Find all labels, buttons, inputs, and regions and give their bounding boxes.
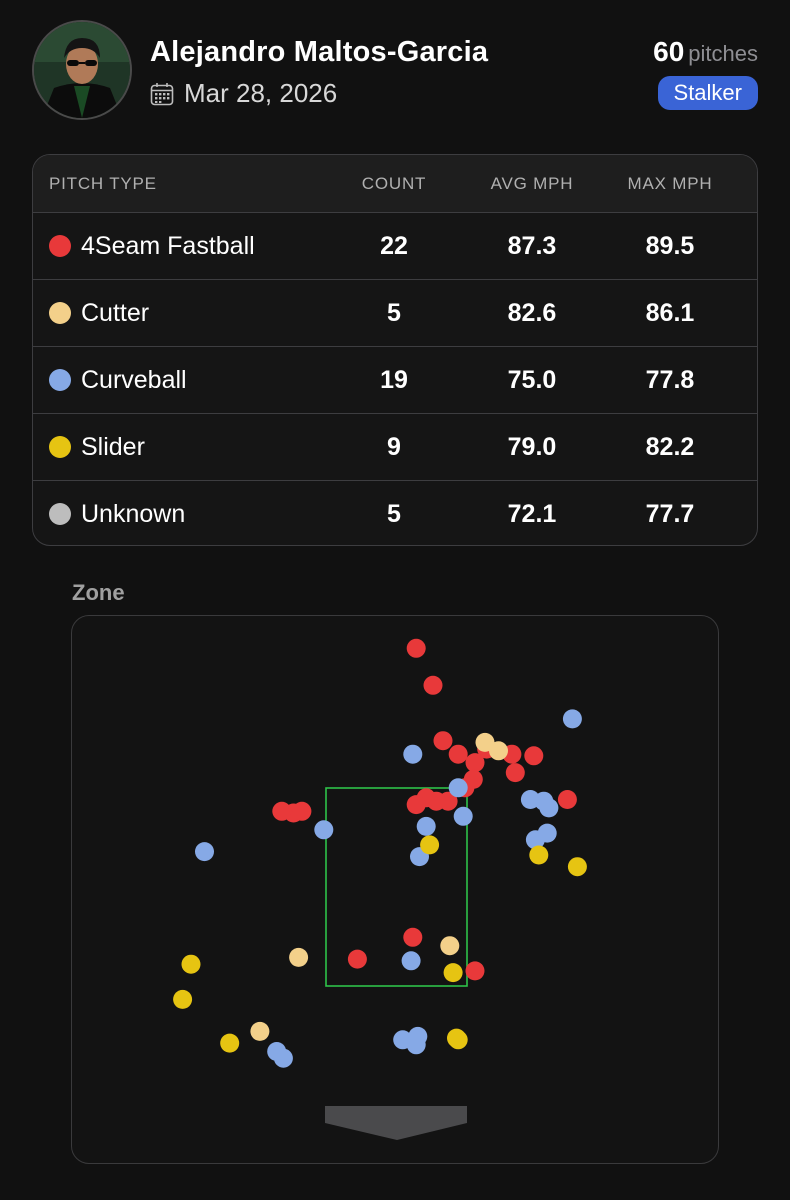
home-plate [325, 1106, 467, 1140]
pitch-dot[interactable] [443, 963, 463, 983]
zone-svg [173, 638, 587, 1140]
table-row[interactable]: Unknown 5 72.1 77.7 [33, 481, 757, 545]
pitch-total: 60 pitches [653, 36, 758, 68]
header-pitch-type[interactable]: PITCH TYPE [49, 173, 157, 193]
pitch-dot[interactable] [465, 753, 485, 773]
pitch-color-dot [49, 369, 71, 391]
pitch-dot[interactable] [267, 1042, 287, 1061]
pitch-dot[interactable] [401, 951, 421, 971]
max-mph-cell: 77.8 [645, 365, 695, 394]
pitch-dot[interactable] [567, 857, 587, 877]
pitch-dot[interactable] [406, 795, 426, 815]
header-count[interactable]: COUNT [361, 173, 427, 193]
pitch-dot[interactable] [406, 638, 426, 658]
pitch-dot[interactable] [433, 731, 453, 751]
max-mph-cell: 77.7 [645, 499, 695, 528]
pitch-dot[interactable] [489, 741, 508, 761]
pitch-count-cell: 5 [387, 298, 401, 327]
game-date: Mar 28, 2026 [150, 78, 337, 109]
pitch-dot[interactable] [420, 835, 440, 855]
pitch-dot[interactable] [416, 816, 436, 836]
avg-mph-cell: 79.0 [507, 432, 557, 461]
pitch-dot[interactable] [529, 845, 549, 865]
pitch-color-dot [49, 302, 71, 324]
pitch-type-name: Unknown [81, 499, 186, 528]
pitch-type-table: PITCH TYPE COUNT AVG MPH MAX MPH 4Seam F… [32, 154, 758, 546]
table-row[interactable]: Cutter 5 82.6 86.1 [33, 280, 757, 347]
zone-label: Zone [72, 580, 125, 605]
table-row[interactable]: 4Seam Fastball 22 87.3 89.5 [33, 213, 757, 280]
pitch-dot[interactable] [403, 927, 423, 947]
pitch-type-name: 4Seam Fastball [81, 231, 255, 260]
max-mph-cell: 82.2 [645, 432, 695, 461]
player-name: Alejandro Maltos-Garcia [150, 36, 489, 68]
pitch-count-cell: 5 [387, 499, 401, 528]
pitch-dot[interactable] [314, 820, 334, 840]
table-header: PITCH TYPE COUNT AVG MPH MAX MPH [33, 155, 757, 213]
pitch-dot[interactable] [289, 947, 309, 967]
player-photo [34, 22, 130, 118]
pitch-dot[interactable] [250, 1021, 270, 1041]
pitch-dot[interactable] [408, 1026, 428, 1046]
pitch-dot[interactable] [537, 823, 557, 843]
pitch-dot[interactable] [539, 798, 559, 818]
max-mph-cell: 89.5 [645, 231, 695, 260]
strike-zone [325, 787, 468, 987]
pitch-dot[interactable] [557, 790, 577, 809]
pitch-dot[interactable] [448, 1030, 468, 1050]
pitch-count-cell: 9 [387, 432, 401, 461]
pitch-count-cell: 22 [380, 231, 408, 260]
pitch-dot[interactable] [453, 806, 473, 826]
pitch-color-dot [49, 503, 71, 525]
device-badge[interactable]: Stalker [657, 76, 758, 110]
pitch-dot[interactable] [220, 1033, 240, 1053]
pitch-dot[interactable] [272, 801, 292, 821]
pitch-dot[interactable] [173, 989, 193, 1009]
avg-mph-cell: 72.1 [507, 499, 557, 528]
pitch-dot[interactable] [448, 778, 468, 798]
avg-mph-cell: 75.0 [507, 365, 557, 394]
pitch-dot[interactable] [195, 842, 214, 862]
avg-mph-cell: 82.6 [507, 298, 557, 327]
pitch-type-name: Cutter [81, 298, 150, 327]
avatar[interactable] [32, 20, 132, 120]
pitch-color-dot [49, 235, 71, 257]
pitch-dot[interactable] [440, 936, 460, 956]
pitch-count-label: pitches [688, 41, 758, 66]
pitch-count: 60 [653, 36, 685, 67]
calendar-icon [150, 82, 174, 105]
zone-plot[interactable] [71, 615, 719, 1164]
pitch-dot[interactable] [524, 746, 544, 766]
pitch-color-dot [49, 436, 71, 458]
pitch-count-cell: 19 [380, 365, 408, 394]
max-mph-cell: 86.1 [645, 298, 695, 327]
table-row[interactable]: Curveball 19 75.0 77.8 [33, 347, 757, 414]
pitch-dot[interactable] [423, 675, 443, 695]
pitch-type-name: Curveball [81, 365, 187, 394]
pitch-dot[interactable] [181, 954, 201, 974]
header-max-mph[interactable]: MAX MPH [627, 173, 713, 193]
pitch-dot[interactable] [465, 961, 485, 981]
date-text: Mar 28, 2026 [184, 78, 338, 108]
pitch-dot[interactable] [403, 744, 423, 764]
pitch-dot[interactable] [448, 744, 468, 764]
pitch-dot[interactable] [505, 763, 525, 783]
pitch-dot[interactable] [292, 801, 312, 821]
header-avg-mph[interactable]: AVG MPH [490, 173, 574, 193]
table-row[interactable]: Slider 9 79.0 82.2 [33, 414, 757, 481]
pitch-dot[interactable] [562, 709, 582, 729]
pitch-dot[interactable] [347, 949, 367, 969]
pitch-type-name: Slider [81, 432, 145, 461]
avg-mph-cell: 87.3 [507, 231, 557, 260]
